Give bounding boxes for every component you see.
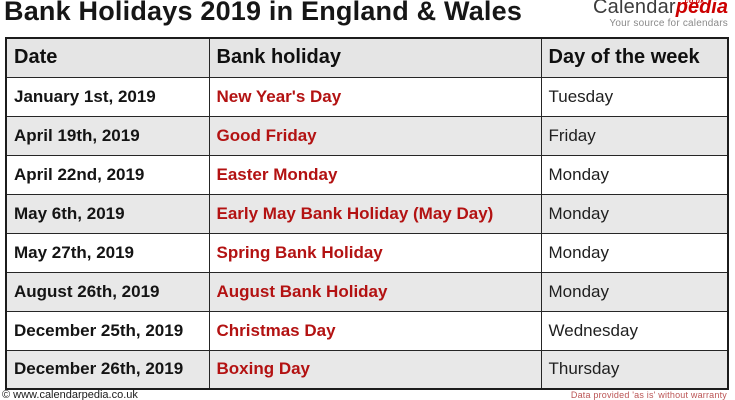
table-row: April 19th, 2019 Good Friday Friday	[5, 115, 729, 156]
holiday-cell: August Bank Holiday	[208, 271, 542, 312]
day-cell: Monday	[540, 232, 729, 273]
table-row: December 25th, 2019 Christmas Day Wednes…	[5, 310, 729, 351]
footer-disclaimer: Data provided 'as is' without warranty	[570, 390, 727, 400]
logo-tagline: Your source for calendars	[609, 18, 728, 29]
table-row: April 22nd, 2019 Easter Monday Monday	[5, 154, 729, 195]
bank-holidays-table: Date Bank holiday Day of the week Januar…	[5, 37, 729, 390]
date-cell: May 6th, 2019	[5, 193, 210, 234]
holiday-cell: Spring Bank Holiday	[208, 232, 542, 273]
table-row: May 6th, 2019 Early May Bank Holiday (Ma…	[5, 193, 729, 234]
date-cell: August 26th, 2019	[5, 271, 210, 312]
holiday-cell: Early May Bank Holiday (May Day)	[208, 193, 542, 234]
table-row: August 26th, 2019 August Bank Holiday Mo…	[5, 271, 729, 312]
logo-text-couk: co.uk	[684, 0, 705, 5]
holiday-cell: New Year's Day	[208, 76, 542, 117]
column-header-bank-holiday: Bank holiday	[208, 37, 542, 78]
date-cell: December 26th, 2019	[5, 349, 210, 390]
holiday-cell: Easter Monday	[208, 154, 542, 195]
logo-text-pedia: pedia co.uk	[676, 0, 728, 18]
day-cell: Tuesday	[540, 76, 729, 117]
holiday-cell: Good Friday	[208, 115, 542, 156]
column-header-date: Date	[5, 37, 210, 78]
table-row: January 1st, 2019 New Year's Day Tuesday	[5, 76, 729, 117]
logo-wordmark: Calendarpedia co.uk	[593, 0, 728, 18]
day-cell: Monday	[540, 271, 729, 312]
calendarpedia-logo[interactable]: Calendarpedia co.uk Your source for calen…	[593, 0, 728, 29]
date-cell: May 27th, 2019	[5, 232, 210, 273]
day-cell: Thursday	[540, 349, 729, 390]
footer-site-link[interactable]: © www.calendarpedia.co.uk	[2, 389, 138, 400]
date-cell: April 19th, 2019	[5, 115, 210, 156]
logo-text-calendar: Calendar	[592, 0, 676, 18]
date-cell: April 22nd, 2019	[5, 154, 210, 195]
day-cell: Wednesday	[540, 310, 729, 351]
day-cell: Friday	[540, 115, 729, 156]
table-row: December 26th, 2019 Boxing Day Thursday	[5, 349, 729, 390]
day-cell: Monday	[540, 193, 729, 234]
table-row: May 27th, 2019 Spring Bank Holiday Monda…	[5, 232, 729, 273]
holiday-cell: Boxing Day	[208, 349, 542, 390]
day-cell: Monday	[540, 154, 729, 195]
holiday-cell: Christmas Day	[208, 310, 542, 351]
table-header-row: Date Bank holiday Day of the week	[5, 37, 729, 78]
date-cell: January 1st, 2019	[5, 76, 210, 117]
page-title: Bank Holidays 2019 in England & Wales	[4, 0, 523, 26]
date-cell: December 25th, 2019	[5, 310, 210, 351]
column-header-day-of-week: Day of the week	[540, 37, 729, 78]
